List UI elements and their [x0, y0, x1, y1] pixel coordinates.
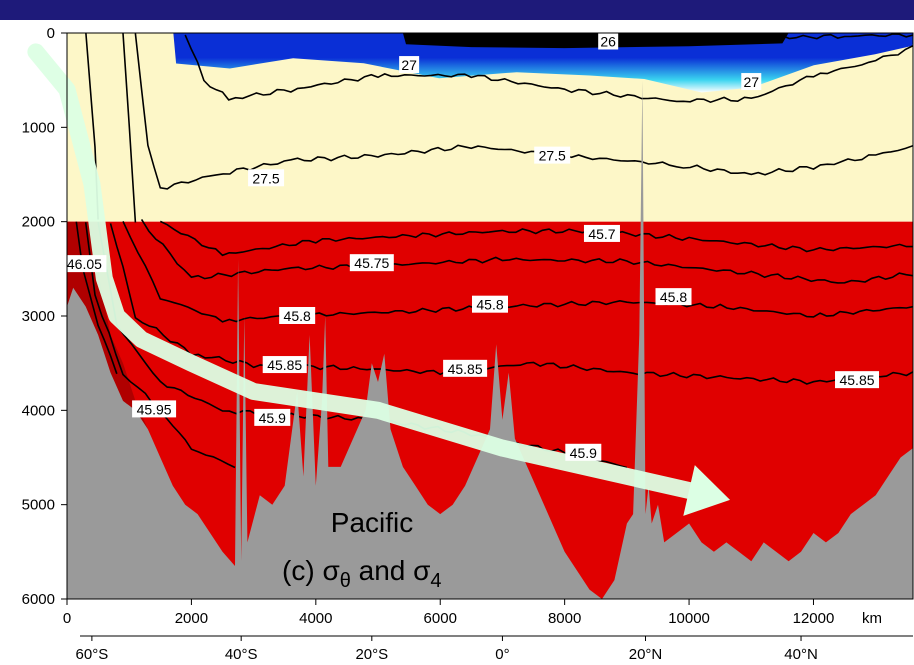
- contour-label: 27: [743, 74, 759, 90]
- contour-label-box: [62, 255, 107, 273]
- contour-label: 45.85: [448, 361, 483, 377]
- x-tick-label: 10000: [668, 610, 710, 627]
- caption-prefix: (c): [282, 555, 322, 586]
- x-tick-label: 8000: [548, 610, 581, 627]
- contour-label-box: [472, 295, 508, 313]
- caption-sigma-theta: σ: [322, 555, 339, 586]
- latitude-tick-label: 60°S: [76, 646, 109, 663]
- contour-26: [452, 33, 913, 47]
- contour-label-box: [248, 169, 285, 187]
- y-tick-label: 1000: [22, 119, 55, 136]
- contour-label-box: [254, 408, 291, 426]
- contour-45-8: [122, 220, 913, 323]
- contour-label-box: [655, 288, 692, 306]
- contour-label: 45.75: [354, 255, 389, 271]
- x-axis: 0 2000 4000 6000 8000 10000 12000 km: [63, 599, 882, 627]
- x-tick-label: 6000: [424, 610, 457, 627]
- contour-labels: 26 27 27 27.5 27.5 45.7 46.05 45.75 45.8 45.8 45.8…: [62, 32, 880, 461]
- contour-label: 46.05: [67, 256, 102, 272]
- contour-45-7: [159, 220, 913, 257]
- contour-label-box: [534, 146, 571, 164]
- contour-label: 45.95: [137, 401, 172, 417]
- contour-label: 45.8: [660, 289, 687, 305]
- contour-label-box: [443, 359, 488, 377]
- contour-label-box: [583, 224, 620, 242]
- x-tick-label: 4000: [299, 610, 332, 627]
- contour-label-box: [741, 73, 762, 91]
- y-axis: 0 1000 2000 3000 4000 5000 6000: [22, 25, 67, 608]
- contour-label: 45.85: [839, 372, 874, 388]
- contour-label-box: [565, 443, 602, 461]
- contour-label: 45.8: [476, 297, 503, 313]
- contour-label-box: [279, 307, 316, 324]
- latitude-tick-label: 40°S: [225, 646, 258, 663]
- latitude-axis: 60°S 40°S 20°S 0° 20°N 40°N: [76, 635, 913, 663]
- circulation-arrow: [27, 43, 731, 516]
- x-unit-label: km: [862, 610, 882, 627]
- y-tick-label: 4000: [22, 402, 55, 419]
- y-tick-label: 5000: [22, 497, 55, 514]
- contour-label: 27: [401, 57, 417, 73]
- caption-four-subscript: 4: [430, 570, 441, 592]
- caption-theta-subscript: θ: [340, 570, 351, 592]
- contour-45-85: [109, 223, 913, 385]
- contour-label-box: [835, 371, 880, 389]
- contour-label: 26: [600, 33, 616, 49]
- contour-label: 45.85: [267, 357, 302, 373]
- contour-label: 45.8: [284, 308, 311, 324]
- y-tick-label: 2000: [22, 214, 55, 231]
- contour-27: [184, 34, 913, 104]
- circulation-arrow-line: [27, 43, 698, 499]
- x-tick-label: 0: [63, 610, 71, 627]
- circulation-arrow-head: [683, 465, 731, 516]
- basin-label: Pacific: [331, 507, 413, 538]
- latitude-tick-label: 20°N: [629, 646, 663, 663]
- latitude-tick-label: 0°: [495, 646, 509, 663]
- latitude-tick-label: 40°N: [784, 646, 818, 663]
- contour-label: 45.7: [588, 226, 615, 242]
- x-tick-label: 2000: [175, 610, 208, 627]
- y-tick-label: 0: [47, 25, 55, 42]
- variable-caption: (c) σθ and σ4: [282, 555, 442, 592]
- surface-core-layer: [402, 33, 789, 49]
- contour-label-box: [399, 56, 420, 74]
- caption-and: and: [351, 555, 413, 586]
- contour-label: 27.5: [539, 148, 566, 164]
- bathymetry: [67, 80, 913, 599]
- y-tick-label: 3000: [22, 308, 55, 325]
- plot-area: [67, 33, 913, 599]
- y-tick-label: 6000: [22, 591, 55, 608]
- contour-label-box: [262, 356, 307, 374]
- contour-label: 27.5: [252, 170, 279, 186]
- caption-sigma-four: σ: [413, 555, 430, 586]
- surface-density-layer: [172, 33, 913, 93]
- contour-label-box: [598, 32, 619, 50]
- contour-27-5: [134, 33, 913, 190]
- caption: Pacific (c) σθ and σ4: [282, 507, 442, 592]
- contour-label: 45.9: [570, 445, 597, 461]
- contour-upper-west: [122, 33, 137, 223]
- latitude-tick-label: 20°S: [355, 646, 388, 663]
- x-tick-label: 12000: [793, 610, 835, 627]
- contour-label-box: [349, 254, 394, 272]
- header-bar: [0, 0, 914, 20]
- contour-45-75: [140, 218, 913, 284]
- contour-label: 45.9: [259, 410, 286, 426]
- contour-label-box: [132, 400, 177, 418]
